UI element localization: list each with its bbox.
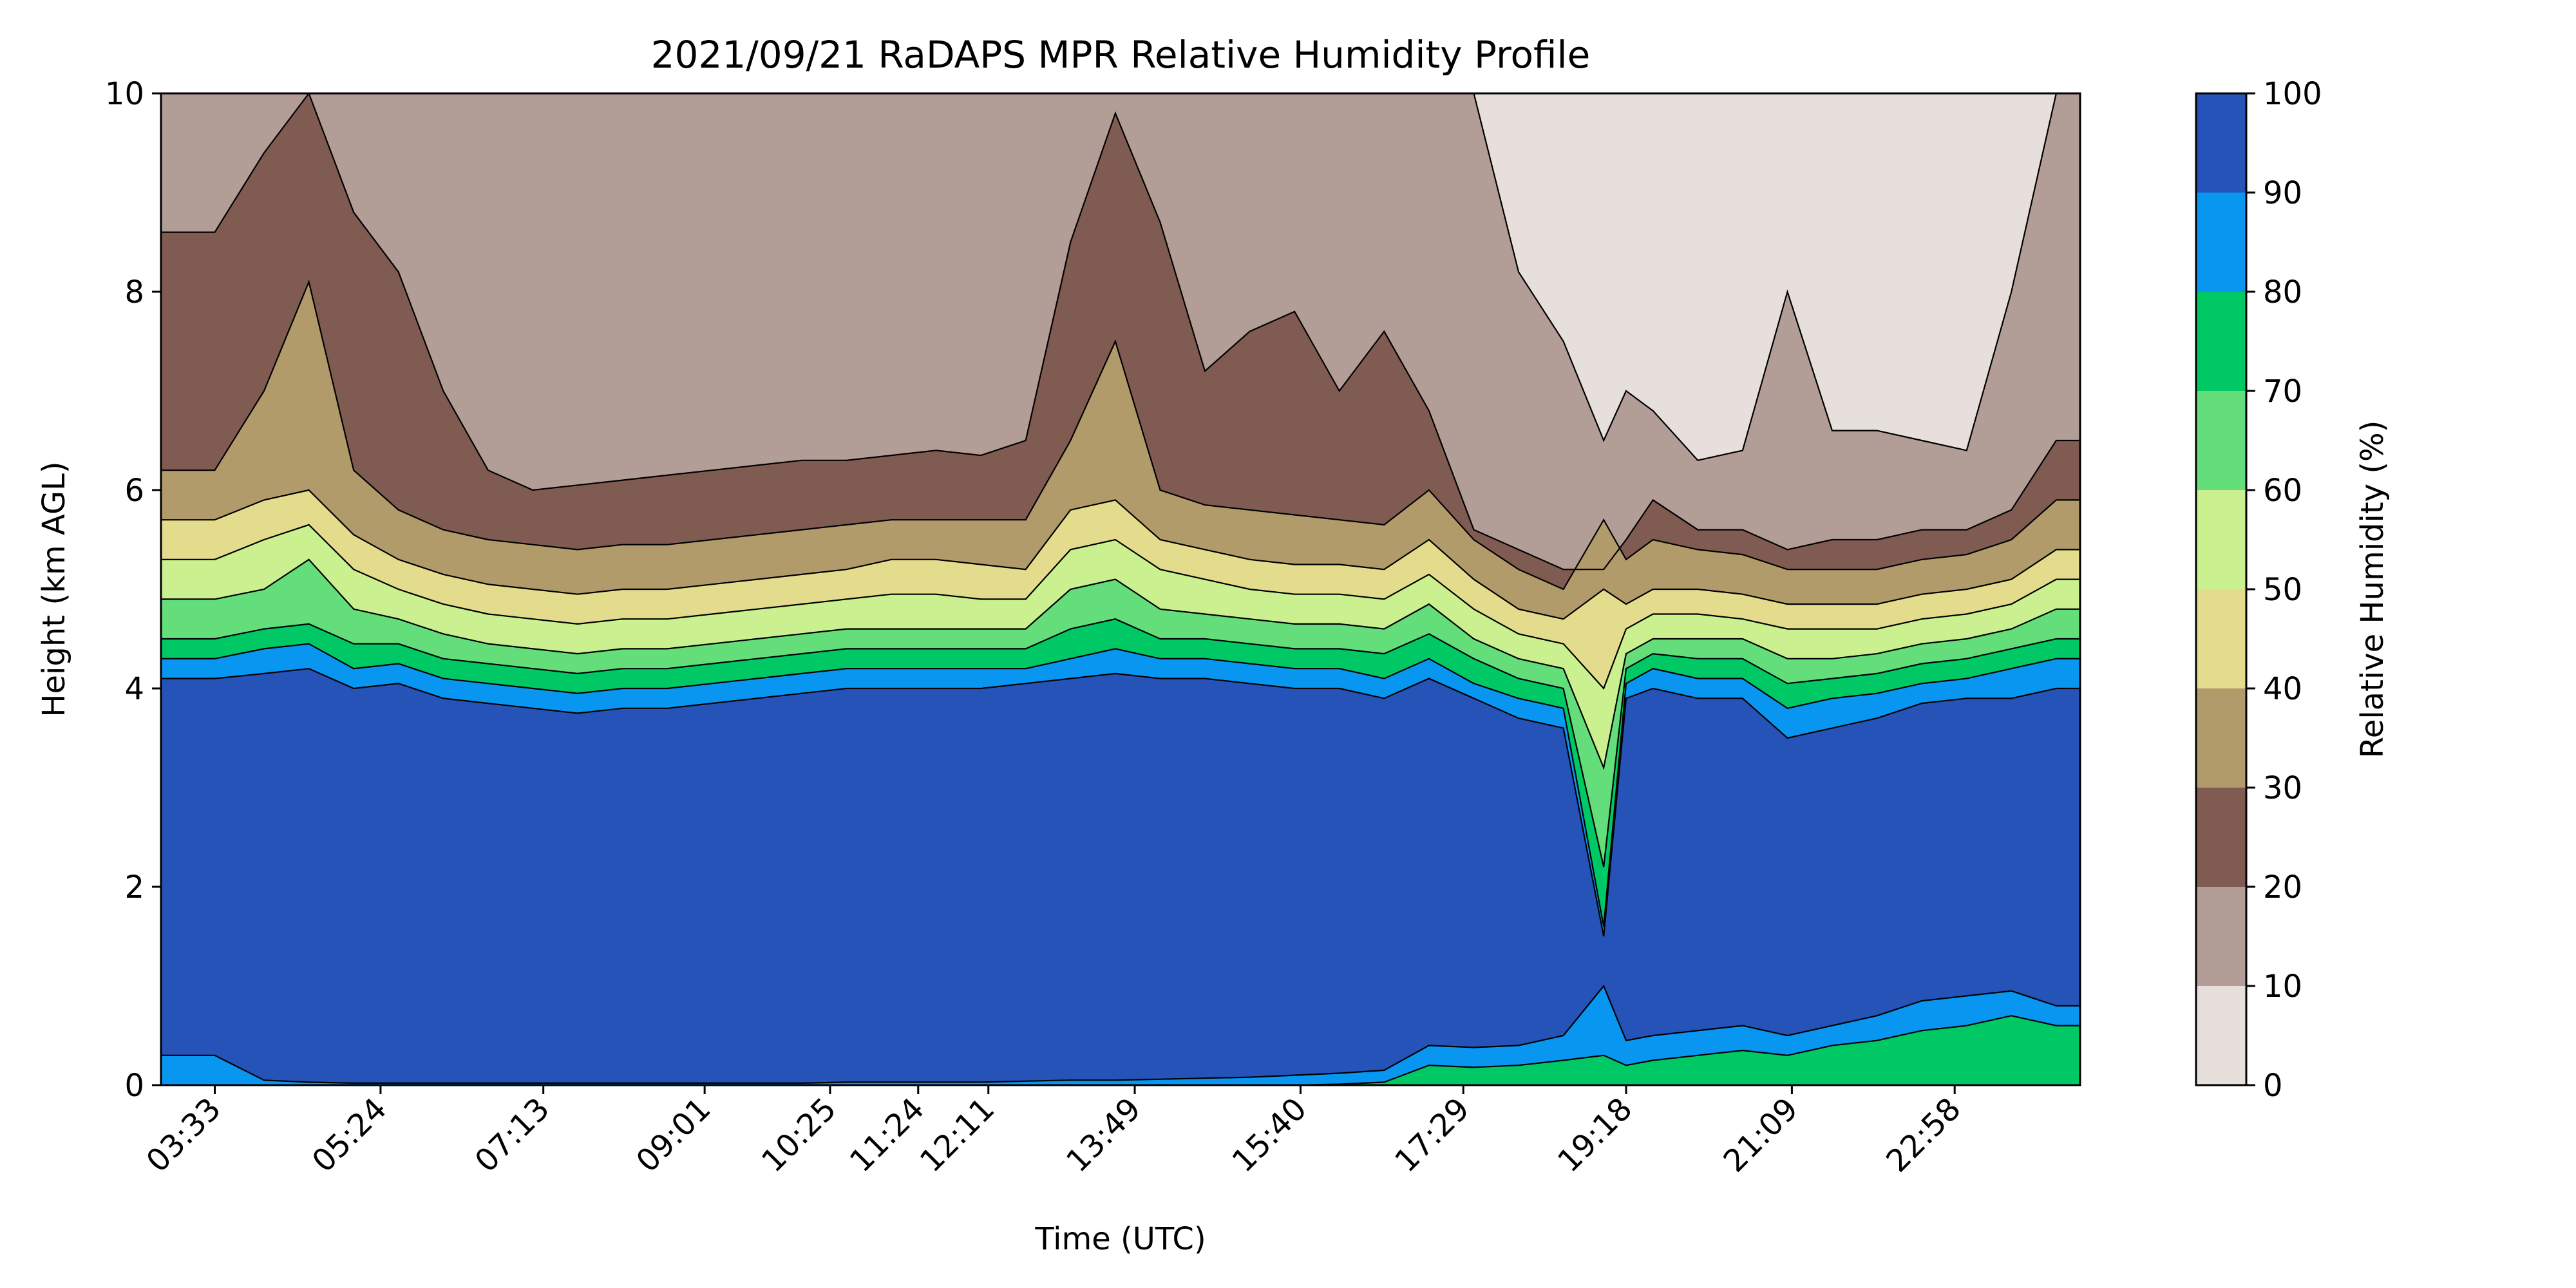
contour-bands [161, 93, 2080, 1085]
x-tick-label-5: 11:24 [843, 1091, 931, 1179]
colorbar-swatch-2 [2196, 788, 2246, 887]
colorbar-swatch-8 [2196, 193, 2246, 292]
band-rh-0-10 [161, 93, 2080, 461]
colorbar-swatch-4 [2196, 589, 2246, 688]
colorbar-tick-label-2: 20 [2263, 869, 2302, 905]
colorbar-tick-label-10: 100 [2263, 76, 2322, 112]
contour-10 [161, 93, 2080, 462]
y-tick-label-4: 8 [124, 274, 144, 310]
contour-30 [161, 279, 2080, 591]
colorbar-tick-label-3: 30 [2263, 770, 2302, 806]
colorbar-swatch-9 [2196, 93, 2246, 193]
x-tick-label-2: 07:13 [468, 1091, 556, 1179]
x-tick-label-0: 03:33 [140, 1091, 228, 1179]
colorbar-tick-label-5: 50 [2263, 572, 2302, 608]
colorbar-swatch-0 [2196, 986, 2246, 1085]
contour-60 [161, 558, 2080, 771]
x-tick-label-1: 05:24 [305, 1091, 393, 1179]
y-tick-label-5: 10 [105, 76, 144, 112]
x-tick-label-4: 10:25 [755, 1091, 843, 1179]
contour-90-lower [161, 984, 2080, 1084]
contour-70 [161, 618, 2080, 867]
x-tick-label-8: 15:40 [1226, 1091, 1314, 1179]
y-tick-label-0: 0 [124, 1068, 144, 1104]
colorbar-tick-label-0: 0 [2263, 1068, 2283, 1104]
x-tick-label-6: 12:11 [913, 1091, 1001, 1179]
contour-20 [161, 93, 2080, 571]
colorbar-tick-label-9: 90 [2263, 175, 2302, 211]
x-tick-label-9: 17:29 [1388, 1091, 1476, 1179]
colorbar-tick-label-6: 60 [2263, 473, 2302, 509]
contour-lines [161, 93, 2080, 1085]
chart-title: 2021/09/21 RaDAPS MPR Relative Humidity … [651, 33, 1591, 77]
y-tick-label-2: 4 [124, 671, 144, 707]
y-tick-label-3: 6 [124, 473, 144, 509]
x-tick-label-3: 09:01 [629, 1091, 717, 1179]
contour-80-lower [161, 1015, 2080, 1085]
colorbar-label: Relative Humidity (%) [2354, 421, 2391, 759]
x-axis-label: Time (UTC) [1034, 1221, 1206, 1257]
colorbar-tick-label-4: 40 [2263, 671, 2302, 707]
colorbar-tick-label-7: 70 [2263, 374, 2302, 410]
x-tick-label-11: 21:09 [1716, 1091, 1804, 1179]
contour-90 [161, 668, 2080, 937]
contour-50 [161, 524, 2080, 690]
colorbar-swatch-6 [2196, 391, 2246, 490]
x-tick-label-10: 19:18 [1551, 1091, 1639, 1179]
y-axis-label: Height (km AGL) [36, 461, 72, 717]
colorbar-tick-label-8: 80 [2263, 274, 2302, 310]
colorbar-tick-label-1: 10 [2263, 969, 2302, 1005]
y-tick-label-1: 2 [124, 869, 144, 905]
colorbar-swatch-3 [2196, 688, 2246, 788]
x-tick-label-7: 13:49 [1059, 1091, 1148, 1179]
x-tick-label-12: 22:58 [1879, 1091, 1967, 1179]
colorbar-swatch-7 [2196, 292, 2246, 391]
colorbar-swatch-5 [2196, 490, 2246, 589]
contour-40 [161, 489, 2080, 620]
colorbar-swatch-1 [2196, 887, 2246, 986]
band-rh-70-80-surface [161, 1015, 2080, 1085]
plot-frame [160, 92, 2081, 1086]
colorbar: 0 10 20 30 40 50 60 70 80 90 100 [2195, 76, 2322, 1104]
contour-80 [161, 643, 2080, 927]
y-axis: 0 2 4 6 8 10 [105, 76, 161, 1104]
